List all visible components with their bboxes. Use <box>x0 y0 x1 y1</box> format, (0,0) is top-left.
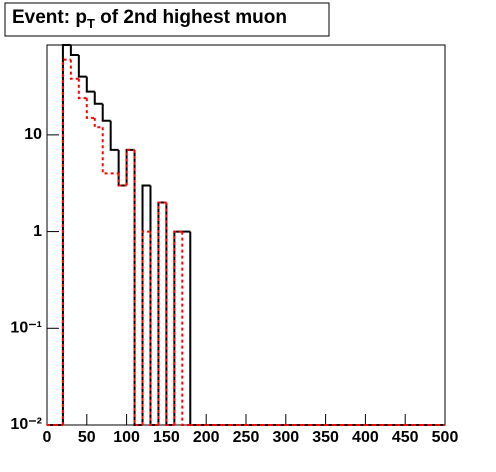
title-part: of 2nd highest muon <box>95 7 287 28</box>
histogram-step <box>125 148 135 186</box>
histogram-step <box>61 58 71 425</box>
histogram-step <box>141 230 151 425</box>
title-part: Event: p <box>12 7 87 28</box>
title-subscript: T <box>87 16 95 31</box>
x-tick-label: 250 <box>233 429 260 446</box>
x-tick-label: 300 <box>272 429 299 446</box>
histogram-step <box>69 45 79 56</box>
histogram-step <box>157 201 167 425</box>
histogram-step <box>85 76 95 93</box>
histogram-step <box>165 202 175 426</box>
histogram-step <box>77 78 87 100</box>
histogram-step <box>149 231 159 426</box>
x-tick-label: 50 <box>78 429 96 446</box>
title-box <box>4 2 330 37</box>
histogram-step <box>117 173 127 187</box>
x-tick-label: 350 <box>312 429 339 446</box>
histogram-step <box>173 230 183 425</box>
histogram-step <box>93 91 103 105</box>
histogram-step <box>85 98 95 119</box>
x-tick-label: 400 <box>352 429 379 446</box>
x-tick-label: 200 <box>193 429 220 446</box>
x-tick-label: 150 <box>153 429 180 446</box>
chart-title: Event: pT of 2nd highest muon <box>12 7 287 31</box>
histogram-step <box>181 231 191 426</box>
histogram-step <box>101 103 111 122</box>
y-tick-label: 10⁻¹ <box>10 320 42 337</box>
histogram-step <box>69 59 79 80</box>
y-tick-label: 10 <box>24 126 42 143</box>
x-tick-label: 450 <box>392 429 419 446</box>
y-tick-label: 10⁻² <box>10 416 42 433</box>
y-tick-label: 1 <box>33 223 42 240</box>
histogram-step <box>133 149 143 426</box>
histogram-step <box>109 120 119 151</box>
x-tick-label: 500 <box>432 429 459 446</box>
histogram-step <box>93 117 103 129</box>
x-tick-label: 0 <box>43 429 52 446</box>
histogram-step <box>77 54 87 78</box>
x-tick-label: 100 <box>113 429 140 446</box>
